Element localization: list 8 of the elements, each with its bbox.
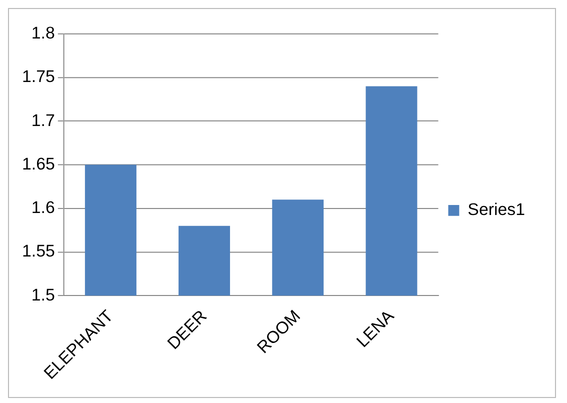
y-tick-label: 1.8 — [31, 24, 55, 43]
y-tick-label: 1.75 — [22, 67, 55, 86]
y-tick-label: 1.65 — [22, 154, 55, 174]
y-tick-label: 1.55 — [22, 242, 55, 261]
y-tick-label: 1.5 — [31, 285, 55, 304]
legend-label: Series1 — [468, 200, 526, 220]
y-tick-label: 1.7 — [31, 110, 55, 130]
y-tick-label: 1.6 — [31, 198, 55, 218]
